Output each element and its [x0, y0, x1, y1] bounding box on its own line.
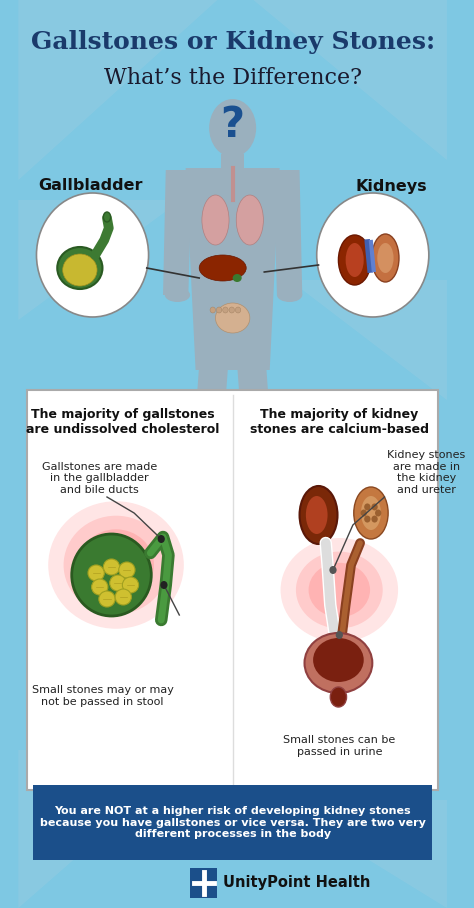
Circle shape	[160, 581, 167, 589]
Circle shape	[372, 503, 378, 510]
Ellipse shape	[91, 579, 108, 595]
Polygon shape	[18, 0, 217, 180]
Circle shape	[329, 566, 337, 574]
Bar	[221, 154, 245, 168]
Text: Gallstones are made
in the gallbladder
and bile ducts: Gallstones are made in the gallbladder a…	[42, 462, 157, 495]
Ellipse shape	[209, 99, 256, 157]
FancyBboxPatch shape	[33, 785, 432, 860]
Circle shape	[375, 509, 382, 517]
Ellipse shape	[78, 529, 154, 601]
Text: The majority of gallstones
are undissolved cholesterol: The majority of gallstones are undissolv…	[26, 408, 219, 436]
Polygon shape	[197, 365, 228, 390]
Ellipse shape	[361, 496, 381, 530]
Ellipse shape	[48, 501, 184, 628]
FancyBboxPatch shape	[190, 868, 217, 898]
Ellipse shape	[57, 247, 102, 289]
Ellipse shape	[103, 559, 119, 575]
Text: ?: ?	[220, 104, 245, 146]
Ellipse shape	[216, 303, 250, 333]
Text: The majority of kidney
stones are calcium-based: The majority of kidney stones are calciu…	[250, 408, 429, 436]
Polygon shape	[18, 750, 199, 908]
Ellipse shape	[313, 638, 364, 682]
Ellipse shape	[346, 243, 364, 277]
Ellipse shape	[63, 254, 97, 286]
Ellipse shape	[296, 551, 383, 628]
Ellipse shape	[306, 496, 328, 534]
FancyBboxPatch shape	[27, 390, 438, 790]
Polygon shape	[273, 170, 302, 295]
Text: Gallbladder: Gallbladder	[38, 179, 143, 193]
Ellipse shape	[165, 288, 190, 302]
Ellipse shape	[300, 486, 337, 544]
Text: UnityPoint Health: UnityPoint Health	[223, 875, 370, 891]
Text: Kidneys: Kidneys	[356, 179, 427, 193]
Ellipse shape	[229, 307, 235, 313]
Ellipse shape	[199, 255, 246, 281]
Circle shape	[317, 193, 429, 317]
Ellipse shape	[233, 274, 242, 282]
Ellipse shape	[372, 234, 399, 282]
Polygon shape	[272, 800, 447, 908]
Polygon shape	[237, 365, 268, 390]
Ellipse shape	[115, 589, 131, 605]
Ellipse shape	[118, 562, 135, 578]
Ellipse shape	[338, 235, 371, 285]
Ellipse shape	[109, 575, 126, 591]
Ellipse shape	[210, 307, 216, 313]
Ellipse shape	[354, 487, 388, 539]
Ellipse shape	[236, 195, 264, 245]
Ellipse shape	[64, 516, 168, 615]
Ellipse shape	[277, 288, 302, 302]
Polygon shape	[254, 0, 447, 160]
Ellipse shape	[202, 195, 229, 245]
Circle shape	[364, 516, 371, 523]
Ellipse shape	[99, 591, 115, 607]
Ellipse shape	[223, 307, 228, 313]
Circle shape	[364, 503, 371, 510]
Text: Small stones can be
passed in urine: Small stones can be passed in urine	[283, 735, 395, 756]
Ellipse shape	[281, 538, 398, 642]
Ellipse shape	[330, 687, 346, 707]
Text: Small stones may or may
not be passed in stool: Small stones may or may not be passed in…	[32, 685, 173, 706]
Text: You are NOT at a higher risk of developing kidney stones
because you have gallst: You are NOT at a higher risk of developi…	[40, 806, 426, 839]
Ellipse shape	[377, 243, 393, 273]
Circle shape	[336, 631, 343, 639]
Polygon shape	[163, 170, 192, 295]
Circle shape	[36, 193, 148, 317]
Ellipse shape	[103, 212, 110, 222]
Polygon shape	[290, 280, 447, 400]
Polygon shape	[18, 200, 181, 320]
Ellipse shape	[304, 633, 372, 693]
Text: Kidney stones
are made in
the kidney
and ureter: Kidney stones are made in the kidney and…	[387, 450, 465, 495]
Ellipse shape	[88, 565, 104, 581]
Circle shape	[361, 509, 367, 517]
Text: Gallstones or Kidney Stones:: Gallstones or Kidney Stones:	[31, 30, 435, 54]
Circle shape	[158, 535, 165, 543]
Circle shape	[372, 516, 378, 523]
Ellipse shape	[122, 577, 138, 593]
Ellipse shape	[236, 307, 241, 313]
Ellipse shape	[72, 534, 151, 616]
Text: What’s the Difference?: What’s the Difference?	[104, 67, 362, 89]
Ellipse shape	[309, 563, 370, 617]
Ellipse shape	[216, 307, 222, 313]
Polygon shape	[186, 168, 280, 370]
